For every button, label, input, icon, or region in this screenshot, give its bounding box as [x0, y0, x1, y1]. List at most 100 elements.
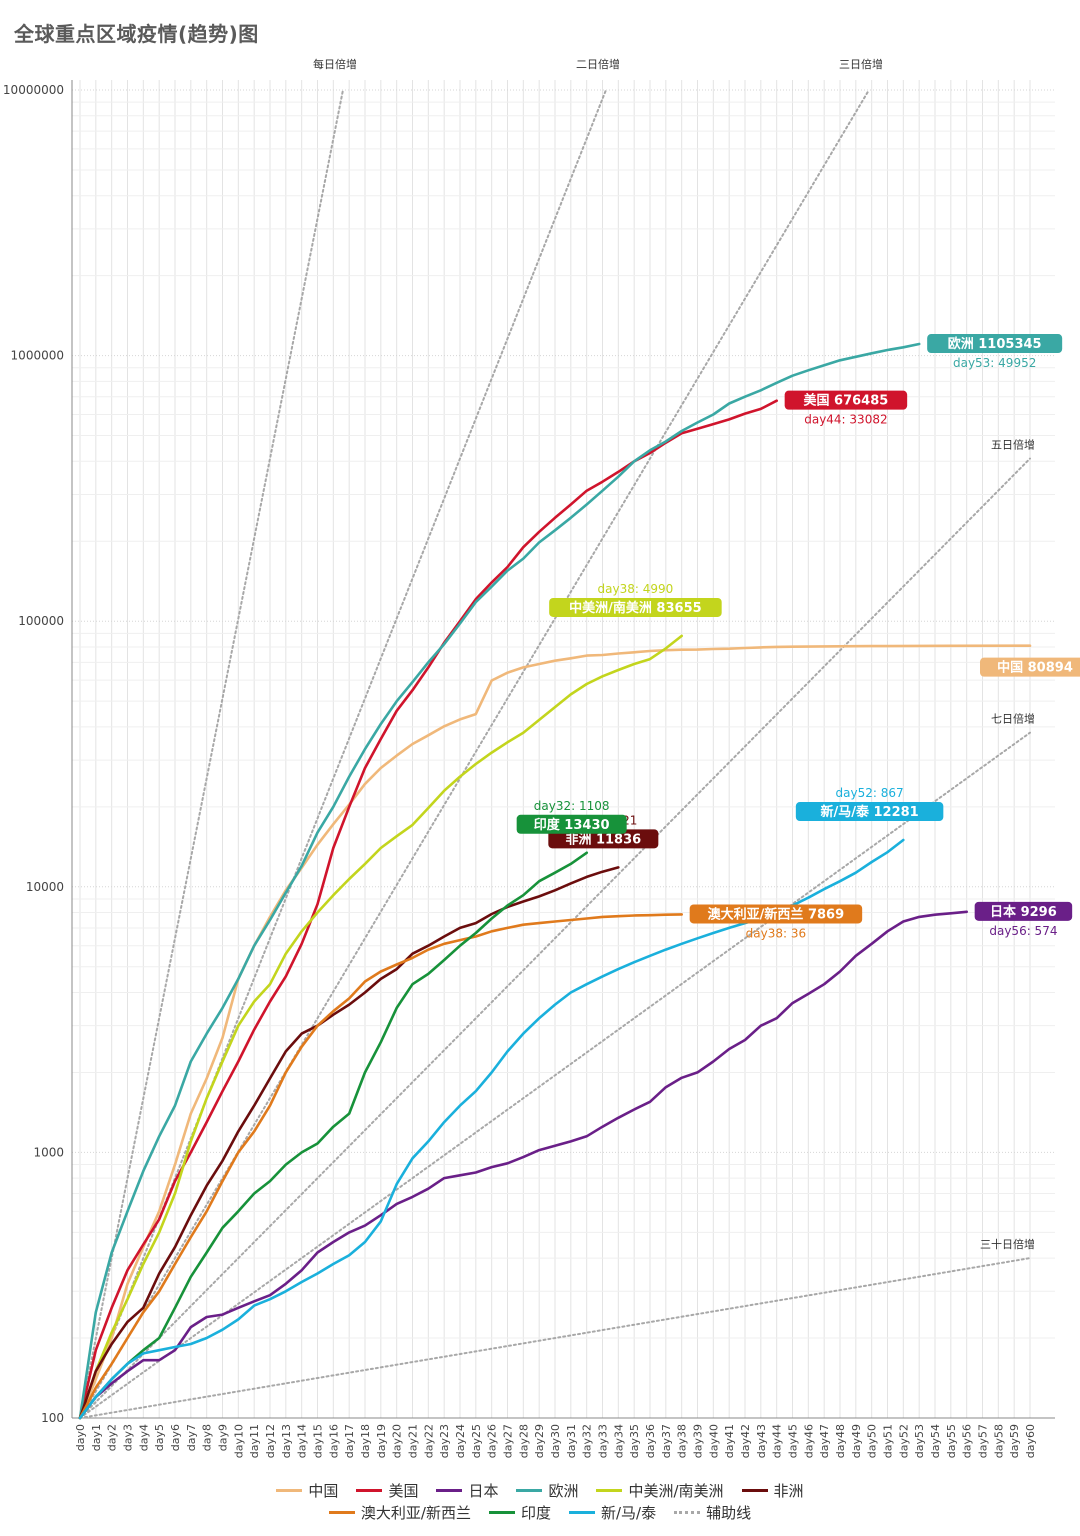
x-tick-label: day32	[581, 1424, 594, 1458]
end-sub-label: day44: 33082	[804, 413, 887, 427]
end-label-text: 中国 80894	[997, 660, 1073, 676]
y-tick-label: 100	[41, 1411, 64, 1425]
guide-line	[79, 1257, 1031, 1419]
x-tick-label: day18	[359, 1424, 372, 1458]
x-tick-label: day48	[834, 1424, 847, 1458]
end-label-text: 印度 13430	[534, 817, 610, 833]
x-tick-label: day13	[280, 1424, 293, 1458]
legend-item: 中美洲/南美洲	[596, 1480, 724, 1501]
legend-swatch	[674, 1511, 701, 1514]
x-tick-label: day8	[201, 1424, 214, 1451]
x-tick-label: day12	[264, 1424, 277, 1458]
x-tick-label: day17	[343, 1424, 356, 1458]
legend-swatch	[568, 1511, 595, 1514]
legend-label: 印度	[520, 1504, 551, 1522]
chart-title: 全球重点区域疫情(趋势)图	[14, 22, 259, 46]
x-tick-label: day52	[897, 1424, 910, 1458]
y-tick-label: 10000	[26, 880, 64, 894]
legend-item: 非洲	[741, 1480, 804, 1501]
legend-item: 澳大利亚/新西兰	[328, 1502, 471, 1523]
series-end-labels: 中国 80894 美国 676485 day44: 33082 日本 9296 day5…	[516, 334, 1080, 940]
x-tick-label: day24	[454, 1424, 467, 1458]
x-tick-label: day55	[945, 1424, 958, 1458]
guide-line	[79, 89, 870, 1419]
x-tick-label: day47	[818, 1424, 831, 1458]
legend-swatch	[436, 1489, 463, 1492]
end-label-badge	[689, 904, 863, 924]
legend-item: 印度	[488, 1502, 551, 1523]
x-tick-label: day0	[74, 1424, 87, 1451]
series-line	[78, 866, 620, 1420]
end-label-badge	[980, 657, 1080, 677]
x-tick-label: day37	[660, 1424, 673, 1458]
legend-label: 澳大利亚/新西兰	[360, 1504, 471, 1522]
x-tick-label: day4	[137, 1424, 150, 1451]
legend-label: 中国	[308, 1482, 339, 1500]
guide-line	[79, 89, 344, 1419]
x-tick-label: day21	[407, 1424, 420, 1458]
legend-row-2: 澳大利亚/新西兰 印度 新/马/泰 辅助线	[0, 1502, 1080, 1523]
legend-label: 日本	[468, 1482, 499, 1500]
x-tick-label: day39	[692, 1424, 705, 1458]
legend-label: 非洲	[773, 1482, 804, 1500]
end-label-badge	[974, 901, 1073, 921]
legend-label: 美国	[388, 1482, 419, 1500]
end-sub-label: day52: 867	[836, 786, 904, 800]
x-tick-label: day41	[723, 1424, 736, 1458]
legend-label: 中美洲/南美洲	[628, 1482, 724, 1500]
end-label-text: 美国 676485	[804, 393, 889, 409]
series-line	[78, 634, 684, 1420]
x-tick-label: day57	[977, 1424, 990, 1458]
end-label-badge	[549, 597, 722, 617]
x-tick-label: day22	[422, 1424, 435, 1458]
grid	[72, 80, 1055, 1419]
guide-label: 二日倍增	[576, 57, 620, 71]
guide-line	[79, 89, 607, 1419]
y-tick-label: 10000000	[3, 83, 64, 97]
series-line	[78, 910, 969, 1420]
x-tick-label: day45	[787, 1424, 800, 1458]
end-label-text: 欧洲 1105345	[948, 336, 1042, 352]
axes: day0 day1 day2 day3 day4 day5 day6 day7 day8 day9…	[3, 80, 1055, 1458]
legend-item: 辅助线	[674, 1502, 751, 1523]
x-tick-label: day3	[122, 1424, 135, 1451]
end-label-text: 澳大利亚/新西兰 7869	[708, 906, 844, 922]
end-sub-label: day53: 49952	[953, 356, 1036, 370]
x-tick-label: day16	[327, 1424, 340, 1458]
x-tick-label: day30	[549, 1424, 562, 1458]
end-sub-label: day32: 1108	[534, 799, 610, 813]
x-tick-label: day43	[755, 1424, 768, 1458]
x-tick-label: day19	[375, 1424, 388, 1458]
guide-label: 七日倍增	[991, 712, 1035, 726]
x-tick-label: day44	[771, 1424, 784, 1458]
x-tick-label: day31	[565, 1424, 578, 1458]
x-tick-label: day7	[185, 1424, 198, 1451]
x-tick-label: day10	[232, 1424, 245, 1458]
end-label-badge	[548, 829, 659, 849]
legend-row-1: 中国 美国 日本 欧洲 中美洲/南美洲 非洲	[0, 1480, 1080, 1501]
x-tick-label: day27	[502, 1424, 515, 1458]
x-tick-label: day1	[90, 1424, 103, 1451]
legend-swatch	[488, 1511, 515, 1514]
x-tick-label: day59	[1008, 1424, 1021, 1458]
x-tick-label: day28	[517, 1424, 530, 1458]
x-tick-label: day60	[1024, 1424, 1037, 1458]
series-line	[78, 342, 921, 1420]
legend-item: 日本	[436, 1480, 498, 1501]
x-tick-label: day23	[438, 1424, 451, 1458]
legend-label: 欧洲	[548, 1482, 579, 1500]
x-tick-label: day51	[882, 1424, 895, 1458]
x-tick-label: day33	[597, 1424, 610, 1458]
x-tick-label: day5	[153, 1424, 166, 1451]
end-sub-label: day56: 574	[989, 924, 1057, 938]
series-line	[78, 399, 779, 1420]
legend-item: 美国	[356, 1480, 418, 1501]
end-label-badge	[516, 814, 627, 834]
legend-swatch	[516, 1489, 543, 1492]
end-sub-label: day38: 4990	[598, 582, 674, 596]
legend-swatch	[328, 1511, 355, 1514]
y-tick-label: 1000000	[11, 349, 64, 363]
legend-item: 欧洲	[516, 1480, 578, 1501]
end-label-badge	[795, 802, 944, 822]
legend-item: 中国	[276, 1480, 338, 1501]
